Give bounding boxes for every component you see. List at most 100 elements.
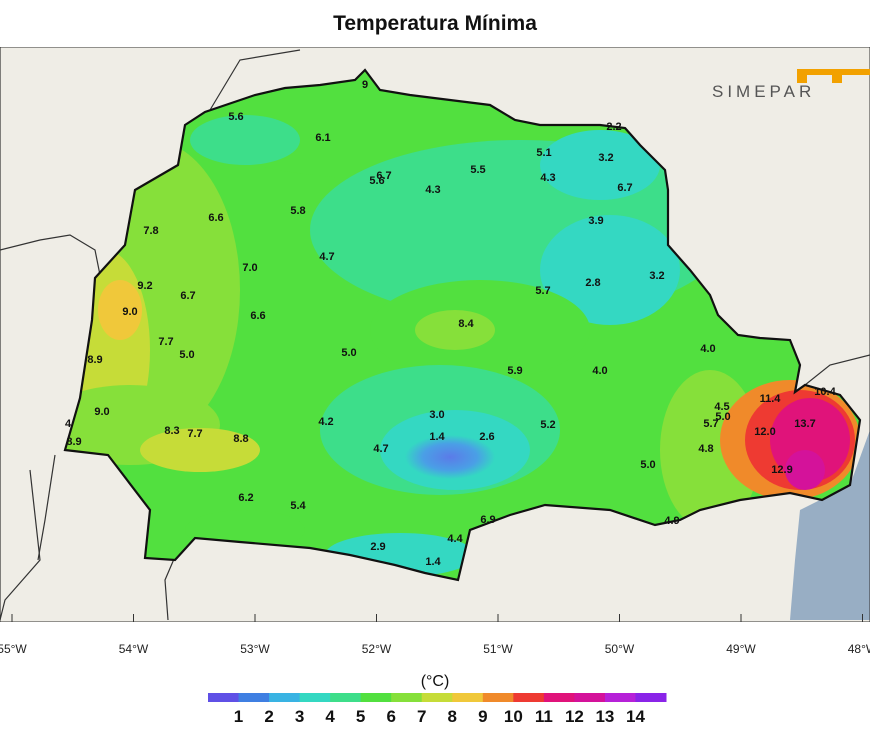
station-value: 8.9 — [66, 436, 81, 448]
station-value: 9.0 — [94, 406, 109, 418]
station-value: 2.9 — [370, 541, 385, 553]
longitude-tick-label: 54°W — [119, 642, 149, 656]
longitude-tick-label: 48°W — [848, 642, 870, 656]
legend-label: 5 — [356, 707, 365, 726]
legend-swatch — [208, 693, 240, 702]
station-value: 5.0 — [179, 349, 194, 361]
station-value: 5.0 — [341, 347, 356, 359]
legend-label: 1 — [234, 707, 243, 726]
station-value: 13.7 — [794, 418, 815, 430]
legend-label: 14 — [626, 707, 645, 726]
station-value: 6.7 — [617, 182, 632, 194]
svg-text:SIMEPAR: SIMEPAR — [712, 82, 815, 101]
legend-swatch — [635, 693, 667, 702]
legend-swatch — [391, 693, 423, 702]
state-border — [63, 68, 862, 582]
legend-swatch — [604, 693, 636, 702]
station-value: 4.3 — [540, 172, 555, 184]
station-value: 3.0 — [429, 409, 444, 421]
station-value: 6.6 — [208, 212, 223, 224]
legend-label: 13 — [595, 707, 614, 726]
legend-swatch — [452, 693, 484, 702]
longitude-tick-label: 55°W — [0, 642, 27, 656]
legend-label: 6 — [386, 707, 395, 726]
color-legend: 1 2 3 4 5 6 7 8 9 10 11 12 13 14 — [208, 693, 667, 726]
station-value: 6.1 — [315, 132, 330, 144]
neighbor-borders — [0, 47, 870, 621]
station-value: 6.7 — [376, 170, 391, 182]
ocean — [790, 430, 870, 620]
station-value: 3.2 — [598, 152, 613, 164]
legend-swatch — [238, 693, 270, 702]
station-value: 9.2 — [137, 280, 152, 292]
longitude-axis — [11, 614, 863, 622]
station-value: 4.8 — [698, 443, 713, 455]
station-value: 5.7 — [703, 418, 718, 430]
legend-label: 3 — [295, 707, 304, 726]
station-value: 7.0 — [242, 262, 257, 274]
station-value: 4.7 — [373, 443, 388, 455]
legend-swatch — [421, 693, 453, 702]
station-value: 4.3 — [425, 184, 440, 196]
station-value: 5.6 — [228, 111, 243, 123]
station-value: 2.6 — [479, 431, 494, 443]
station-value: 5.4 — [290, 500, 306, 512]
station-value: 4.9 — [664, 515, 679, 527]
map-title: Temperatura Mínima — [333, 12, 537, 35]
legend-label: 8 — [448, 707, 457, 726]
station-value: 8.9 — [87, 354, 102, 366]
station-value: 6.6 — [250, 310, 265, 322]
longitude-tick-label: 50°W — [605, 642, 635, 656]
station-value: 7.7 — [187, 428, 202, 440]
station-value: 3.9 — [588, 215, 603, 227]
station-value: 8.4 — [458, 318, 474, 330]
legend-swatch — [360, 693, 392, 702]
station-value: 3.2 — [649, 270, 664, 282]
station-value: 12.9 — [771, 464, 792, 476]
station-value: 10.4 — [814, 386, 836, 398]
simepar-logo: SIMEPAR — [712, 69, 870, 101]
legend-units: (°C) — [420, 673, 450, 690]
legend-swatch — [330, 693, 362, 702]
station-value: 8.3 — [164, 425, 179, 437]
legend-label: 2 — [264, 707, 273, 726]
legend-swatch — [269, 693, 301, 702]
station-value: 4.7 — [319, 251, 334, 263]
station-value: 6.2 — [238, 492, 253, 504]
station-value: 1.4 — [425, 556, 441, 568]
station-value: 7.8 — [143, 225, 158, 237]
station-value: 11.4 — [760, 393, 782, 405]
longitude-tick-label: 52°W — [362, 642, 392, 656]
station-value: 2.2 — [606, 121, 621, 133]
station-values: 95.66.12.25.1 3.26.75.64.35.54.36.76.65.8… — [65, 79, 837, 568]
legend-swatch — [543, 693, 575, 702]
station-value: 8.8 — [233, 433, 248, 445]
station-value: 12.0 — [754, 426, 775, 438]
station-value: 5.5 — [470, 164, 485, 176]
station-value: 9 — [362, 79, 368, 91]
station-value: 5.0 — [640, 459, 655, 471]
station-value: 5.7 — [535, 285, 550, 297]
station-value: 7.7 — [158, 336, 173, 348]
station-value: 9.0 — [122, 306, 137, 318]
longitude-tick-label: 53°W — [240, 642, 270, 656]
longitude-tick-label: 51°W — [483, 642, 513, 656]
station-value: 5.0 — [715, 411, 730, 423]
longitude-tick-labels: 55°W 54°W 53°W 52°W 51°W 50°W 49°W 48°W — [0, 642, 870, 656]
legend-label: 4 — [325, 707, 335, 726]
station-value: 5.2 — [540, 419, 555, 431]
station-value: 6.9 — [480, 514, 495, 526]
legend-label: 10 — [504, 707, 523, 726]
legend-swatch — [574, 693, 606, 702]
legend-label: 11 — [535, 707, 553, 726]
station-value: 5.6 — [369, 175, 384, 187]
legend-label: 12 — [565, 707, 584, 726]
station-value: 2.8 — [585, 277, 600, 289]
station-value: 4.0 — [700, 343, 715, 355]
legend-swatch — [513, 693, 545, 702]
station-value: 5.9 — [507, 365, 522, 377]
station-value: 4 — [65, 418, 72, 430]
station-value: 5.1 — [536, 147, 551, 159]
legend-swatch — [482, 693, 514, 702]
longitude-tick-label: 49°W — [726, 642, 756, 656]
